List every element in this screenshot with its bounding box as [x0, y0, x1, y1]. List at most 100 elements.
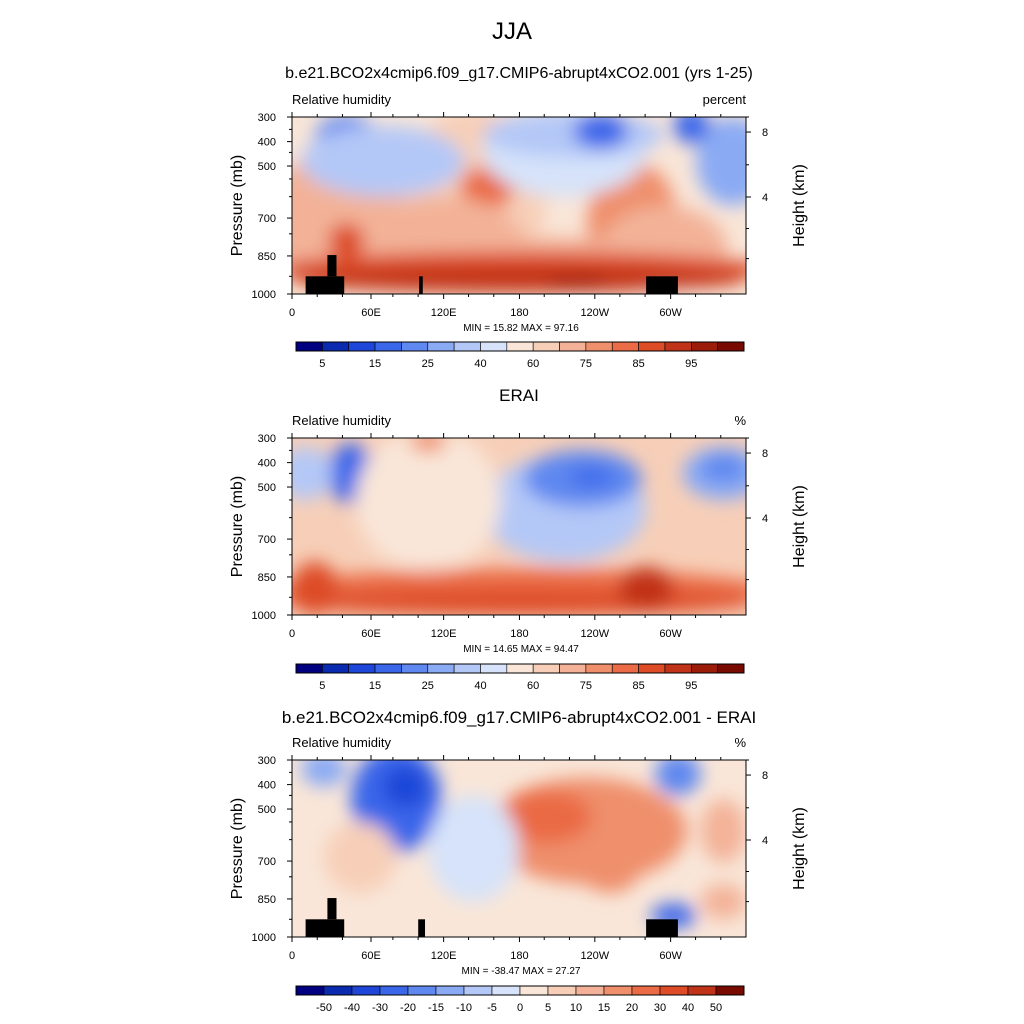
contour-region-13 — [301, 125, 465, 197]
colorbar-label: -40 — [344, 1002, 360, 1014]
x-tick-label: 0 — [289, 628, 295, 640]
y-tick-label: 400 — [258, 780, 276, 792]
subtitle-left: Relative humidity — [292, 92, 391, 107]
y-tick-label: 850 — [258, 251, 276, 263]
y-tick-label: 500 — [258, 482, 276, 494]
colorbar-label: 15 — [369, 358, 381, 370]
colorbar-swatch — [547, 985, 577, 996]
min-max-stats: MIN = -38.47 MAX = 27.27 — [462, 966, 581, 977]
x-tick-label: 60W — [659, 950, 682, 962]
colorbar-swatch — [453, 341, 481, 352]
contour-region-9 — [573, 117, 628, 149]
colorbar-label: 20 — [626, 1002, 638, 1014]
colorbar-swatch — [322, 663, 350, 674]
colorbar-swatch — [295, 663, 323, 674]
colorbar-swatch — [379, 985, 409, 996]
colorbar-swatch — [532, 663, 560, 674]
y-tick-label: 1000 — [252, 932, 276, 944]
colorbar-label: 25 — [422, 680, 434, 692]
y-tick-label: 400 — [258, 137, 276, 149]
topography-mask-3 — [646, 919, 678, 937]
colorbar-label: 30 — [654, 1002, 666, 1014]
colorbar-swatch — [491, 985, 521, 996]
colorbar-label: 40 — [474, 358, 486, 370]
y-tick-label: 700 — [258, 213, 276, 225]
heatmap-field — [292, 438, 746, 615]
colorbar-label: 15 — [369, 680, 381, 692]
topography-mask-1 — [327, 255, 337, 277]
contour-region-2 — [582, 857, 638, 893]
topography-mask-2 — [418, 919, 426, 937]
x-tick-label: 180 — [510, 628, 528, 640]
colorbar-label: 40 — [682, 1002, 694, 1014]
contour-region-6 — [292, 446, 333, 500]
x-tick-label: 60E — [361, 950, 381, 962]
y2-tick-label: 4 — [762, 513, 768, 525]
colorbar-swatch — [611, 341, 639, 352]
y2-tick-label: 8 — [762, 770, 768, 782]
x-tick-label: 120E — [431, 307, 457, 319]
colorbar-label: 5 — [319, 358, 325, 370]
y2-axis-label: Height (km) — [791, 807, 808, 890]
contour-region-4 — [700, 453, 746, 483]
y-tick-label: 500 — [258, 804, 276, 816]
topography-mask-1 — [327, 898, 337, 920]
colorbar-label: 5 — [319, 680, 325, 692]
subtitle-right: % — [734, 735, 746, 750]
colorbar-label: 75 — [580, 358, 592, 370]
min-max-stats: MIN = 14.65 MAX = 94.47 — [463, 644, 579, 655]
contour-region-12 — [673, 117, 710, 144]
contour-region-16 — [546, 276, 610, 287]
colorbar-label: -30 — [372, 1002, 388, 1014]
contour-region-8 — [700, 798, 746, 863]
heatmap-field — [292, 117, 746, 294]
colorbar-label: -15 — [428, 1002, 444, 1014]
subtitle-right: % — [734, 413, 746, 428]
y-tick-label: 300 — [258, 755, 276, 767]
colorbar-swatch — [463, 985, 493, 996]
contour-region-8 — [410, 438, 447, 453]
x-tick-label: 120E — [431, 628, 457, 640]
colorbar-label: 60 — [527, 680, 539, 692]
x-tick-label: 60E — [361, 307, 381, 319]
y2-axis-label: Height (km) — [791, 164, 808, 247]
y2-axis-label: Height (km) — [791, 485, 808, 568]
colorbar-swatch — [559, 341, 587, 352]
colorbar-swatch — [374, 341, 402, 352]
colorbar-label: 10 — [570, 1002, 582, 1014]
colorbar-label: 75 — [580, 680, 592, 692]
y-axis-label: Pressure (mb) — [229, 476, 246, 577]
colorbar-frame — [295, 663, 745, 674]
y-tick-label: 400 — [258, 458, 276, 470]
contour-region-11 — [428, 795, 519, 902]
colorbar-swatch — [323, 985, 353, 996]
colorbar-label: -10 — [456, 1002, 472, 1014]
colorbar-swatch — [348, 663, 376, 674]
contour-region-11 — [696, 117, 746, 206]
colorbar-label: -50 — [316, 1002, 332, 1014]
y-axis-label: Pressure (mb) — [229, 155, 246, 256]
topography-mask-3 — [646, 276, 678, 294]
x-tick-label: 60W — [659, 307, 682, 319]
colorbar-swatch — [690, 663, 718, 674]
contour-region-8 — [482, 117, 665, 158]
colorbar-swatch — [659, 985, 689, 996]
figure-title: JJA — [491, 18, 532, 45]
colorbar-swatch — [603, 985, 633, 996]
colorbar-swatch — [374, 663, 402, 674]
colorbar-swatch — [664, 663, 692, 674]
x-tick-label: 180 — [510, 307, 528, 319]
panel-1: b.e21.BCO2x4cmip6.f09_g17.CMIP6-abrupt4x… — [229, 65, 808, 370]
colorbar-frame — [295, 985, 745, 996]
colorbar-swatch — [664, 341, 692, 352]
colorbar-swatch — [322, 341, 350, 352]
colorbar-swatch — [351, 985, 381, 996]
x-tick-label: 0 — [289, 307, 295, 319]
topography-mask-0 — [305, 919, 345, 937]
x-tick-label: 120W — [580, 307, 609, 319]
colorbar-swatch — [717, 341, 745, 352]
colorbar-swatch — [585, 663, 613, 674]
x-tick-label: 60W — [659, 628, 682, 640]
